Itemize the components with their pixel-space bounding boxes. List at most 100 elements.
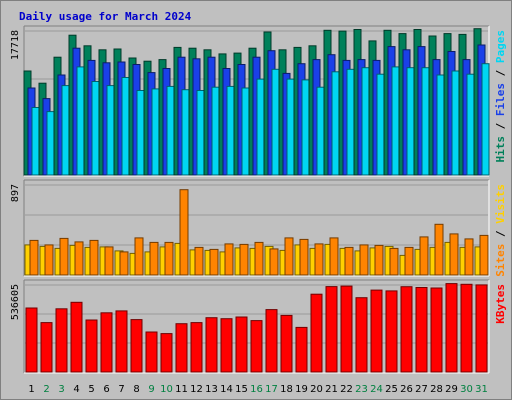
bar-sites-day-20: Sites 20: 310 [314,243,324,276]
bar-pages-day-12: Pages 12: 10400 [196,90,205,176]
bar-kbytes-day-22: KBytes 22: 530000 [340,285,353,373]
day-label-28: 28 [430,384,443,395]
bar-sites-day-30: Sites 30: 360 [464,238,474,276]
bar-pages-day-24: Pages 24: 12400 [376,73,385,176]
bar-kbytes-day-5: KBytes 5: 321000 [85,319,98,373]
bar-sites-day-10: Sites 10: 325 [164,241,174,276]
day-label-26: 26 [400,384,413,395]
bar-pages-day-23: Pages 23: 13200 [361,67,370,176]
bar-pages-day-4: Pages 4: 13300 [76,66,85,176]
bar-kbytes-day-2: KBytes 2: 305000 [40,322,53,373]
bar-pages-day-10: Pages 10: 10900 [166,85,175,176]
bar-sites-day-3: Sites 3: 365 [59,237,69,276]
legend-kbytes: KBytes [494,284,507,324]
day-label-30: 30 [460,384,473,395]
bar-pages-day-6: Pages 6: 11000 [106,85,115,176]
day-label-2: 2 [43,384,49,395]
bar-pages-day-29: Pages 29: 12800 [451,70,460,176]
day-label-25: 25 [385,384,398,395]
bar-pages-day-8: Pages 8: 10400 [136,90,145,176]
bar-sites-day-16: Sites 16: 325 [254,241,264,276]
day-label-3: 3 [58,384,64,395]
bar-pages-day-14: Pages 14: 10900 [226,85,235,176]
bar-sites-day-18: Sites 18: 370 [284,237,294,276]
day-label-12: 12 [190,384,203,395]
bar-pages-day-7: Pages 7: 12000 [121,77,130,176]
series-legend-hits-files-pages: Hits / Files / Pages [494,30,507,163]
day-labels-group: 1 2 3 4 5 6 7 8 9 10 11 12 13 14 15 16 17 18 19 20 21 22 23 24 2… [28,384,488,395]
bar-kbytes-day-17: KBytes 17: 385000 [265,309,278,373]
bar-kbytes-day-31: KBytes 31: 537000 [475,284,488,373]
day-label-17: 17 [265,384,278,395]
day-label-31: 31 [475,384,488,395]
bar-sites-day-13: Sites 13: 255 [209,248,219,276]
y-max-label: 17718 [10,30,21,60]
bar-kbytes-day-25: KBytes 25: 500000 [385,290,398,373]
bar-kbytes-day-28: KBytes 28: 518000 [430,287,443,373]
day-label-6: 6 [103,384,109,395]
bar-pages-day-2: Pages 2: 7800 [46,111,55,176]
bar-kbytes-day-10: KBytes 10: 237000 [160,333,173,373]
bar-kbytes-day-9: KBytes 9: 247000 [145,331,158,373]
bar-sites-day-6: Sites 6: 280 [104,246,114,276]
bar-kbytes-day-4: KBytes 4: 430000 [70,301,83,373]
y-max-label: 536605 [10,284,21,320]
bar-sites-day-2: Sites 2: 300 [44,244,54,276]
chart-title: Daily usage for March 2024 [19,10,192,23]
y-max-label: 897 [10,184,21,202]
bar-kbytes-day-6: KBytes 6: 365000 [100,312,113,373]
bar-pages-day-9: Pages 9: 10600 [151,88,160,176]
bar-sites-day-1: Sites 1: 345 [29,239,39,276]
bar-sites-day-27: Sites 27: 380 [419,236,429,276]
bar-sites-day-25: Sites 25: 265 [389,247,399,276]
bar-sites-day-21: Sites 21: 370 [329,237,339,276]
bar-pages-day-3: Pages 3: 11000 [61,85,70,176]
bar-kbytes-day-15: KBytes 15: 339000 [235,316,248,373]
bar-sites-day-5: Sites 5: 345 [89,239,99,276]
bar-kbytes-day-19: KBytes 19: 275000 [295,326,308,373]
bar-kbytes-day-18: KBytes 18: 349000 [280,314,293,373]
series-legend-visits-sites: Sites / Visits [494,184,507,277]
bar-kbytes-day-26: KBytes 26: 526000 [400,286,413,373]
day-label-1: 1 [28,384,34,395]
bar-pages-day-27: Pages 27: 13200 [421,67,430,176]
bar-sites-day-9: Sites 9: 325 [149,241,159,276]
day-label-22: 22 [340,384,353,395]
day-label-20: 20 [310,384,323,395]
bar-pages-day-17: Pages 17: 13000 [271,68,280,176]
bar-sites-day-26: Sites 26: 275 [404,246,414,276]
bar-sites-day-29: Sites 29: 410 [449,233,459,276]
bar-sites-day-28: Sites 28: 505 [434,223,444,276]
bar-pages-day-13: Pages 13: 10800 [211,86,220,176]
day-label-10: 10 [160,384,173,395]
bar-pages-day-22: Pages 22: 13000 [346,68,355,176]
bar-pages-day-5: Pages 5: 11500 [91,81,100,176]
day-label-14: 14 [220,384,233,395]
day-label-4: 4 [73,384,79,395]
panel-visits-sites: 897Visits 1: 300Sites 1: 345Visits 2: 28… [10,179,507,277]
day-label-15: 15 [235,384,248,395]
legend-pages: Pages [494,30,507,63]
bar-kbytes-day-30: KBytes 30: 541000 [460,283,473,373]
legend-files: Files [494,83,507,116]
bar-kbytes-day-7: KBytes 7: 377000 [115,310,128,373]
bar-kbytes-day-3: KBytes 3: 390000 [55,308,68,373]
bar-kbytes-day-14: KBytes 14: 329000 [220,318,233,373]
bar-kbytes-day-11: KBytes 11: 298000 [175,323,188,373]
bar-sites-day-7: Sites 7: 230 [119,251,129,276]
bar-sites-day-31: Sites 31: 395 [479,234,489,276]
bar-pages-day-1: Pages 1: 8300 [31,107,40,176]
day-label-13: 13 [205,384,218,395]
legend-visits: Visits [494,184,507,224]
day-label-7: 7 [118,384,124,395]
legend-separator: / [494,63,507,83]
bar-sites-day-19: Sites 19: 355 [299,238,309,276]
bar-kbytes-day-29: KBytes 29: 545000 [445,283,458,373]
bar-pages-day-19: Pages 19: 11700 [301,79,310,176]
bar-pages-day-28: Pages 28: 12300 [436,74,445,176]
day-label-21: 21 [325,384,338,395]
